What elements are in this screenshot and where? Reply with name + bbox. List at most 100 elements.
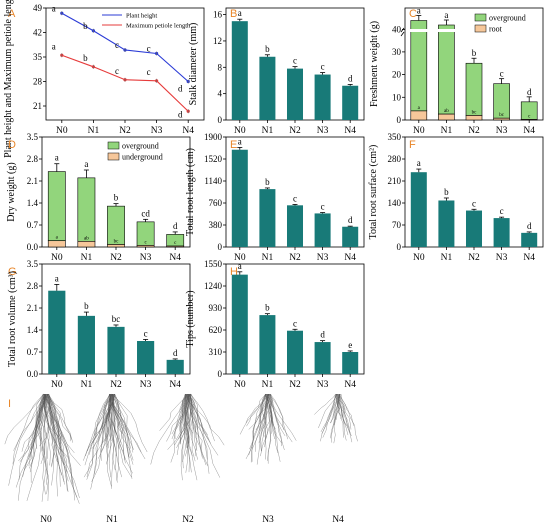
bar-n0 bbox=[231, 21, 248, 121]
significance-letter: c bbox=[321, 62, 325, 72]
legend-label: root bbox=[489, 25, 503, 34]
significance-letter: a bbox=[55, 273, 59, 283]
y-tick-label: 10 bbox=[392, 92, 402, 102]
bar-n4 bbox=[521, 232, 538, 247]
y-axis-label: Stalk diameter (mm) bbox=[188, 23, 199, 106]
panel-letter: F bbox=[409, 139, 416, 151]
significance-letter-root: a bbox=[418, 106, 421, 111]
significance-letter-root: bc bbox=[472, 110, 478, 115]
x-tick-label: N0 bbox=[413, 253, 425, 263]
y-tick-label: 0.7 bbox=[27, 220, 39, 230]
y-tick-label: 70 bbox=[392, 220, 402, 230]
y-tick-label: 1550 bbox=[204, 259, 223, 269]
panel-h: H 0 310 620 930 1240 1550 a b c d e N0 N1 N2 N3 N4 Tips (… bbox=[185, 259, 365, 390]
y-tick-label: 760 bbox=[209, 198, 223, 208]
root-system-n1 bbox=[83, 393, 148, 490]
significance-letter: e bbox=[348, 340, 352, 350]
bar-n0 bbox=[231, 274, 248, 374]
y-tick-label: 35 bbox=[33, 52, 43, 62]
bar-underground-n3 bbox=[136, 245, 155, 248]
root-label: N3 bbox=[262, 515, 274, 525]
panel-letter: H bbox=[230, 266, 238, 278]
panel-letter: E bbox=[230, 139, 237, 151]
bar-n1 bbox=[259, 315, 276, 374]
bar-n3 bbox=[314, 74, 331, 120]
significance-letter: d bbox=[173, 221, 178, 231]
significance-letter: a bbox=[52, 3, 56, 13]
panel-a: A 21 28 35 42 49 a b c c d a b c c d Plant height Maximum… bbox=[3, 0, 205, 158]
root-system-n3 bbox=[239, 393, 297, 465]
bar-n3 bbox=[314, 213, 331, 247]
significance-letter: d bbox=[320, 330, 325, 340]
panel-letter: B bbox=[230, 8, 237, 20]
x-tick-label: N4 bbox=[344, 253, 356, 263]
significance-letter: b bbox=[265, 303, 270, 313]
panel-f: F 0 70 140 210 280 350 a b c c d N0 N1 N2 N3 N4 Total roo… bbox=[368, 132, 544, 263]
bar-underground-n1 bbox=[77, 241, 96, 248]
x-tick-label: N2 bbox=[110, 380, 122, 390]
x-tick-label: N3 bbox=[496, 126, 508, 136]
y-tick-label: 0 bbox=[218, 115, 223, 125]
y-tick-label: 350 bbox=[388, 132, 402, 142]
significance-letter: cd bbox=[141, 208, 150, 218]
bar-underground-n0 bbox=[47, 240, 66, 248]
x-tick-label: N0 bbox=[234, 126, 246, 136]
y-tick-label: 0.0 bbox=[27, 369, 39, 379]
x-tick-label: N1 bbox=[441, 253, 453, 263]
panel-d: D0.00.71.42.12.83.5aaaabbbccdcdcovergrou… bbox=[6, 132, 191, 263]
root-strands bbox=[4, 393, 81, 504]
x-tick-label: N1 bbox=[262, 253, 274, 263]
bar-root-n0 bbox=[410, 110, 428, 121]
significance-letter: c bbox=[144, 328, 148, 338]
bar-underground-n2 bbox=[107, 244, 125, 248]
y-tick-label: 1240 bbox=[204, 281, 223, 291]
x-tick-label: N2 bbox=[468, 253, 480, 263]
bar-n2 bbox=[107, 326, 125, 374]
panel-letter: C bbox=[409, 8, 417, 20]
bar-n3 bbox=[314, 342, 331, 374]
significance-letter: a bbox=[52, 41, 56, 51]
significance-letter: b bbox=[265, 177, 270, 187]
bar-n3 bbox=[137, 341, 155, 374]
significance-letter: d bbox=[173, 348, 178, 358]
y-tick-label: 380 bbox=[209, 220, 223, 230]
axis-break-band bbox=[406, 29, 489, 32]
axis-break-mark bbox=[400, 27, 405, 37]
panel-letter: A bbox=[8, 8, 16, 20]
significance-letter: c bbox=[500, 206, 504, 216]
bar-n1 bbox=[259, 189, 276, 247]
significance-letter-underground: a bbox=[56, 236, 59, 241]
x-tick-label: N1 bbox=[262, 380, 274, 390]
x-tick-label: N3 bbox=[317, 380, 329, 390]
bar-root-n2 bbox=[465, 115, 483, 121]
root-strands bbox=[83, 393, 148, 490]
significance-letter: d bbox=[527, 87, 532, 97]
y-axis-label: Plant height and Maximum petiole length … bbox=[3, 0, 14, 158]
bar-n0 bbox=[410, 172, 427, 247]
significance-letter: d bbox=[348, 73, 353, 83]
x-tick-label: N0 bbox=[51, 253, 63, 263]
x-tick-label: N3 bbox=[140, 380, 152, 390]
legend-label: Maximum petiole length bbox=[126, 23, 191, 30]
panel-b: B 0 4 8 12 16 a b c c d N0 N1 N2 N3 N4 Stalk diameter (m… bbox=[188, 7, 365, 136]
line-series-2 bbox=[61, 54, 189, 112]
root-system-n4 bbox=[314, 393, 358, 444]
y-tick-label: 42 bbox=[33, 28, 42, 38]
y-axis-label: Freshment weight (g) bbox=[369, 21, 380, 107]
legend-label: overground bbox=[122, 142, 159, 151]
y-axis-label: Total root surface (cm²) bbox=[368, 145, 379, 240]
x-tick-label: N2 bbox=[468, 126, 480, 136]
significance-letter: c bbox=[293, 318, 297, 328]
y-tick-label: 0 bbox=[218, 369, 223, 379]
legend-label: Plant height bbox=[126, 13, 157, 20]
y-tick-label: 3.5 bbox=[27, 132, 39, 142]
y-tick-label: 1520 bbox=[204, 154, 223, 164]
bar-n4 bbox=[342, 226, 359, 247]
x-tick-label: N3 bbox=[317, 253, 329, 263]
y-tick-label: 0 bbox=[397, 115, 402, 125]
legend-swatch bbox=[107, 141, 120, 150]
bar-n4 bbox=[342, 352, 359, 374]
y-tick-label: 620 bbox=[209, 325, 223, 335]
significance-letter-underground: c bbox=[144, 240, 147, 245]
significance-letter: d bbox=[348, 215, 353, 225]
